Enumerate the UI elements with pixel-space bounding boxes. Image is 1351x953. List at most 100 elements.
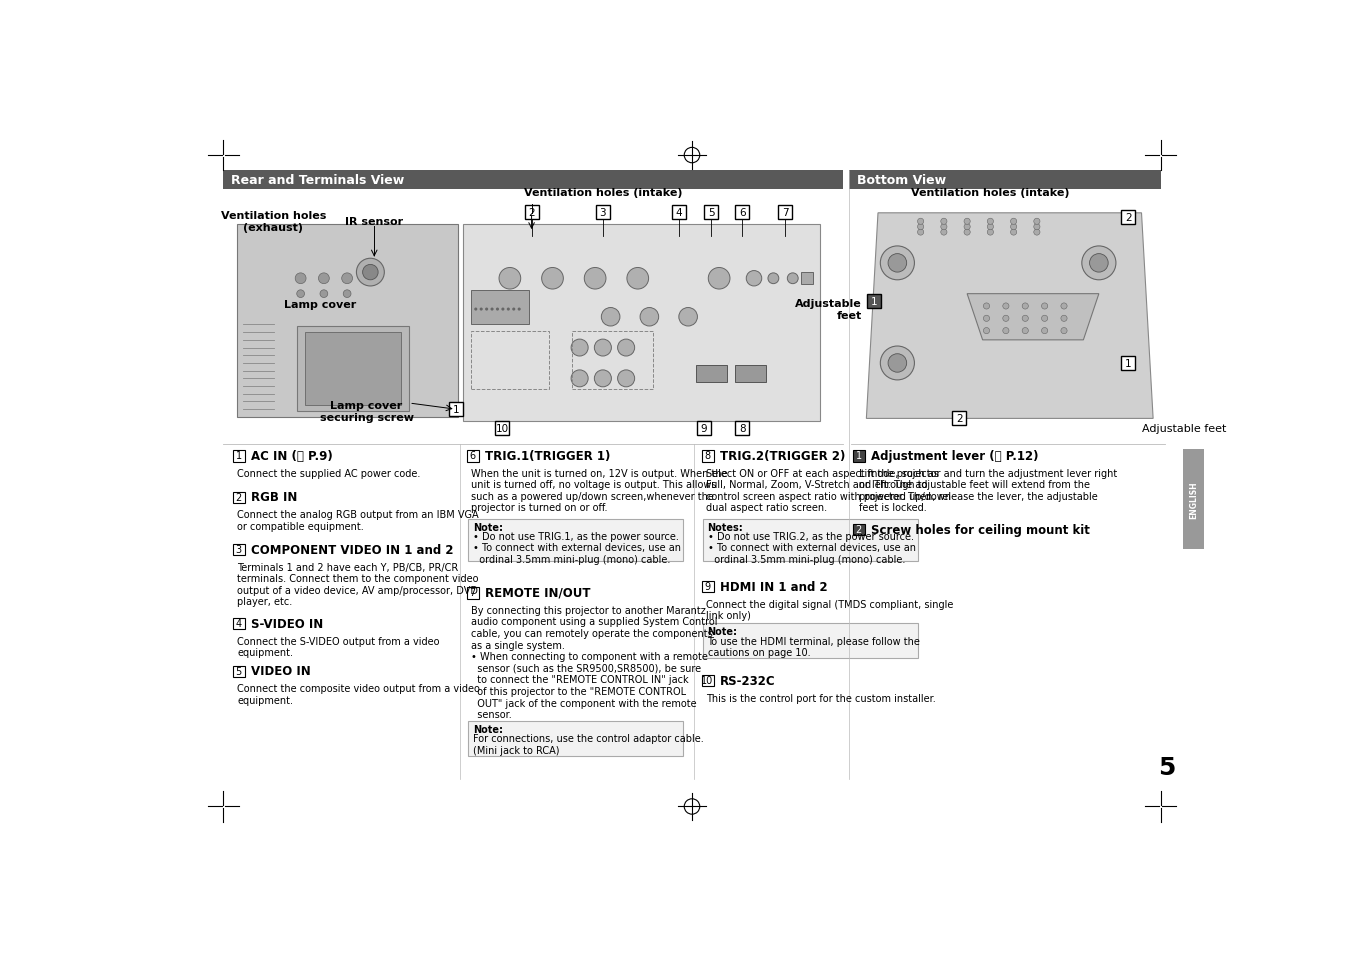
Circle shape — [881, 347, 915, 380]
Text: 2: 2 — [1125, 213, 1132, 222]
Text: 8: 8 — [704, 451, 711, 461]
Text: REMOTE IN/OUT: REMOTE IN/OUT — [485, 586, 590, 599]
Text: HDMI IN 1 and 2: HDMI IN 1 and 2 — [720, 580, 828, 593]
Text: COMPONENT VIDEO IN 1 and 2: COMPONENT VIDEO IN 1 and 2 — [251, 543, 454, 557]
Text: VIDEO IN: VIDEO IN — [251, 665, 311, 678]
Circle shape — [984, 315, 989, 322]
Circle shape — [501, 308, 504, 312]
Text: 1: 1 — [855, 451, 862, 461]
Text: Adjustable
feet: Adjustable feet — [794, 299, 862, 320]
Circle shape — [1002, 315, 1009, 322]
Text: 10: 10 — [701, 676, 713, 685]
Text: Note:: Note: — [473, 522, 503, 532]
Text: 2: 2 — [528, 208, 535, 218]
Bar — [467, 451, 478, 462]
Circle shape — [474, 308, 477, 312]
Circle shape — [343, 291, 351, 298]
Circle shape — [480, 308, 482, 312]
Circle shape — [1011, 224, 1017, 231]
Circle shape — [617, 339, 635, 356]
Text: 8: 8 — [739, 423, 746, 434]
Circle shape — [499, 268, 520, 290]
Circle shape — [319, 274, 330, 284]
Circle shape — [988, 224, 993, 231]
Bar — [703, 519, 919, 561]
Circle shape — [362, 265, 378, 280]
Bar — [467, 519, 684, 561]
Text: 3: 3 — [600, 208, 607, 218]
Text: ENGLISH: ENGLISH — [1189, 481, 1198, 518]
Circle shape — [342, 274, 353, 284]
Text: 9: 9 — [700, 423, 707, 434]
Bar — [596, 206, 609, 220]
Text: For connections, use the control adaptor cable.
(Mini jack to RCA): For connections, use the control adaptor… — [473, 734, 704, 755]
Circle shape — [917, 219, 924, 225]
Bar — [697, 421, 711, 436]
Bar — [471, 332, 549, 390]
Circle shape — [917, 230, 924, 236]
Circle shape — [1082, 247, 1116, 280]
Text: To use the HDMI terminal, please follow the
cautions on page 10.: To use the HDMI terminal, please follow … — [708, 636, 920, 658]
Bar — [234, 451, 245, 462]
Bar — [735, 421, 750, 436]
Circle shape — [708, 268, 730, 290]
Circle shape — [746, 272, 762, 287]
Text: Notes:: Notes: — [708, 522, 743, 532]
Circle shape — [512, 308, 515, 312]
Circle shape — [940, 219, 947, 225]
Text: • Do not use TRIG.2, as the power source.
• To connect with external devices, us: • Do not use TRIG.2, as the power source… — [708, 531, 916, 564]
Circle shape — [767, 274, 778, 284]
Bar — [234, 492, 245, 503]
Text: 2: 2 — [855, 525, 862, 535]
Bar — [236, 225, 458, 417]
Bar — [524, 206, 539, 220]
Circle shape — [965, 224, 970, 231]
Circle shape — [1023, 304, 1028, 310]
Text: Ventilation holes (intake): Ventilation holes (intake) — [524, 188, 682, 198]
Polygon shape — [866, 213, 1154, 419]
Circle shape — [490, 308, 493, 312]
Text: 1: 1 — [235, 451, 242, 461]
Circle shape — [965, 219, 970, 225]
Bar — [467, 587, 478, 598]
Circle shape — [640, 308, 659, 327]
Text: Ventilation holes
(exhaust): Ventilation holes (exhaust) — [220, 212, 326, 233]
Circle shape — [1089, 254, 1108, 273]
Text: Select ON or OFF at each aspect mode, such as
Full, Normal, Zoom, V-Stretch and : Select ON or OFF at each aspect mode, su… — [707, 468, 951, 513]
Text: Terminals 1 and 2 have each Y, PB/CB, PR/CR
terminals. Connect them to the compo: Terminals 1 and 2 have each Y, PB/CB, PR… — [236, 562, 478, 607]
Text: TRIG.2(TRIGGER 2): TRIG.2(TRIGGER 2) — [720, 450, 846, 462]
Bar — [463, 225, 820, 421]
Bar — [703, 451, 713, 462]
Text: IR sensor: IR sensor — [346, 216, 404, 227]
Text: Rear and Terminals View: Rear and Terminals View — [231, 174, 404, 187]
Circle shape — [571, 339, 588, 356]
Text: 4: 4 — [676, 208, 682, 218]
Bar — [704, 206, 719, 220]
Circle shape — [594, 371, 612, 388]
Circle shape — [1042, 315, 1048, 322]
Bar — [223, 172, 843, 190]
Circle shape — [594, 339, 612, 356]
Circle shape — [888, 355, 907, 373]
Bar — [1121, 356, 1135, 371]
Text: Connect the analog RGB output from an IBM VGA
or compatible equipment.: Connect the analog RGB output from an IB… — [236, 510, 478, 532]
Circle shape — [584, 268, 607, 290]
Circle shape — [1061, 315, 1067, 322]
Bar — [735, 366, 766, 383]
Circle shape — [542, 268, 563, 290]
Circle shape — [1034, 219, 1040, 225]
Bar — [703, 623, 919, 659]
Text: RGB IN: RGB IN — [251, 491, 297, 504]
Circle shape — [1061, 328, 1067, 335]
Bar — [304, 333, 401, 406]
Text: 2: 2 — [235, 493, 242, 502]
Circle shape — [320, 291, 328, 298]
Bar — [867, 295, 881, 309]
Text: TRIG.1(TRIGGER 1): TRIG.1(TRIGGER 1) — [485, 450, 611, 462]
Circle shape — [1034, 230, 1040, 236]
Bar — [571, 332, 654, 390]
Text: 5: 5 — [1158, 756, 1175, 780]
Circle shape — [940, 224, 947, 231]
Text: RS-232C: RS-232C — [720, 674, 775, 687]
Circle shape — [1011, 219, 1017, 225]
